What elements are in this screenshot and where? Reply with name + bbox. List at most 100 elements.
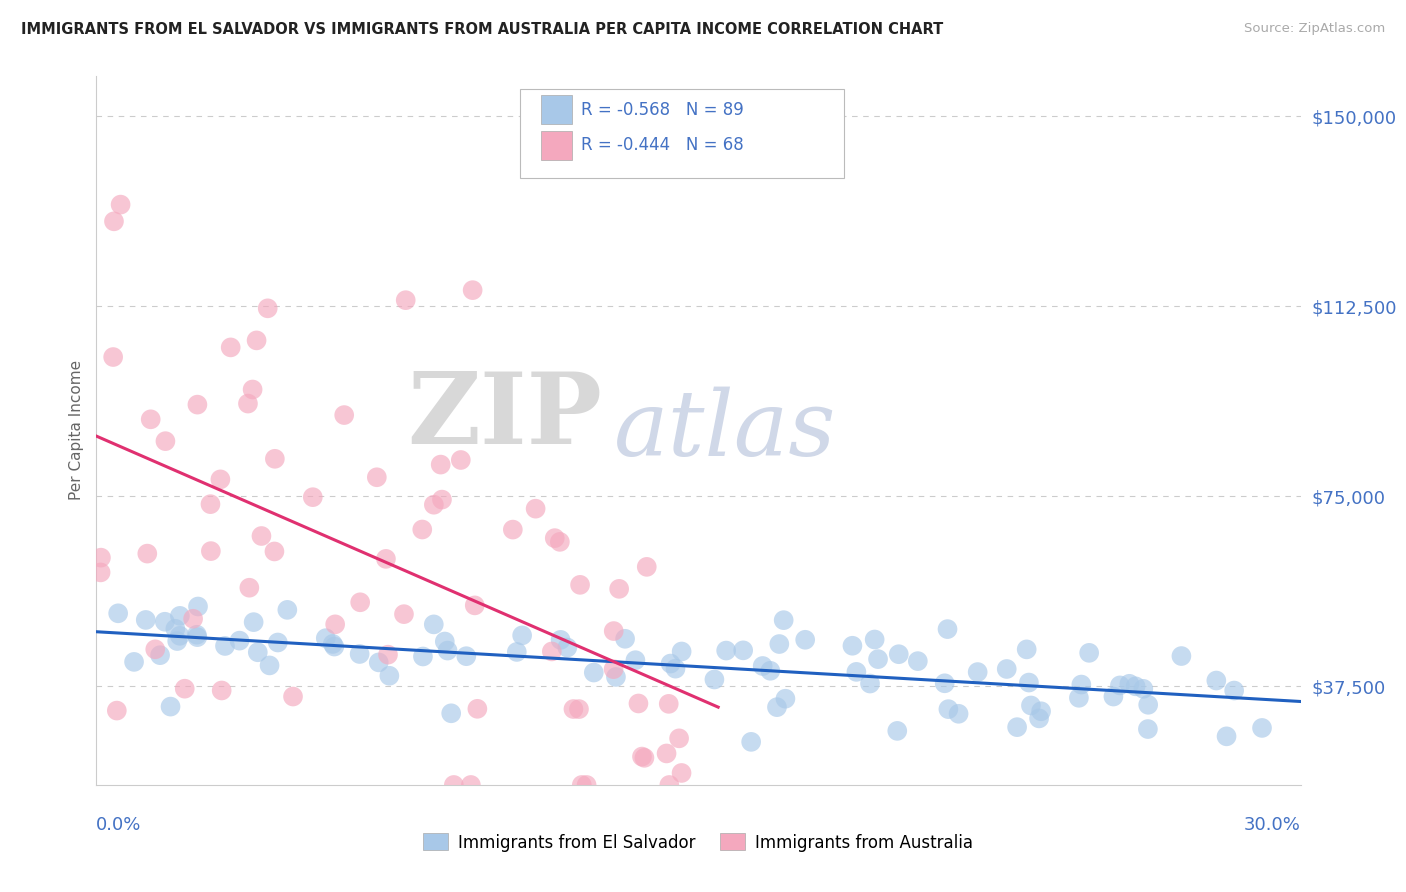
Point [103, 214, 125, 228]
Point [1015, 642, 1038, 657]
Point [107, 607, 129, 621]
Text: IMMIGRANTS FROM EL SALVADOR VS IMMIGRANTS FROM AUSTRALIA PER CAPITA INCOME CORRE: IMMIGRANTS FROM EL SALVADOR VS IMMIGRANT… [21, 22, 943, 37]
Point [349, 595, 371, 609]
Point [603, 624, 626, 638]
Point [153, 615, 176, 629]
Point [938, 702, 960, 716]
Point [934, 676, 956, 690]
Point [423, 498, 446, 512]
Point [110, 197, 132, 211]
Point [1125, 679, 1147, 693]
Point [703, 673, 725, 687]
Point [366, 470, 388, 484]
Point [186, 398, 208, 412]
Point [907, 654, 929, 668]
Point [506, 645, 529, 659]
Point [766, 700, 789, 714]
Point [211, 683, 233, 698]
Point [659, 657, 682, 671]
Point [200, 497, 222, 511]
Point [165, 622, 187, 636]
Point [315, 631, 337, 645]
Legend: Immigrants from El Salvador, Immigrants from Australia: Immigrants from El Salvador, Immigrants … [416, 827, 980, 858]
Point [259, 658, 281, 673]
Point [323, 617, 346, 632]
Point [655, 747, 678, 761]
Point [1019, 698, 1042, 713]
Point [242, 615, 264, 629]
Point [966, 665, 988, 679]
Point [267, 635, 290, 649]
Point [714, 643, 737, 657]
Point [794, 632, 817, 647]
Point [135, 613, 157, 627]
Text: R = -0.568   N = 89: R = -0.568 N = 89 [581, 101, 744, 119]
Point [1137, 698, 1160, 712]
Point [1118, 677, 1140, 691]
Text: R = -0.444   N = 68: R = -0.444 N = 68 [581, 136, 744, 154]
Point [1136, 722, 1159, 736]
Point [214, 639, 236, 653]
Point [378, 669, 401, 683]
Point [510, 628, 533, 642]
Y-axis label: Per Capita Income: Per Capita Income [69, 360, 84, 500]
Point [1170, 648, 1192, 663]
Point [1005, 720, 1028, 734]
Point [582, 665, 605, 680]
Text: 30.0%: 30.0% [1244, 816, 1301, 834]
Point [187, 599, 209, 614]
Point [624, 653, 647, 667]
Point [575, 778, 598, 792]
Point [740, 735, 762, 749]
Point [571, 778, 593, 792]
Point [1029, 704, 1052, 718]
Point [411, 523, 433, 537]
Point [775, 691, 797, 706]
Point [412, 649, 434, 664]
Point [464, 599, 486, 613]
Point [614, 632, 637, 646]
Point [219, 340, 242, 354]
Point [322, 637, 344, 651]
Point [392, 607, 415, 622]
Point [568, 702, 591, 716]
Point [631, 749, 654, 764]
Text: 0.0%: 0.0% [96, 816, 141, 834]
Point [887, 647, 910, 661]
Point [461, 283, 484, 297]
Point [149, 648, 172, 663]
Point [256, 301, 278, 316]
Point [186, 628, 208, 642]
Point [263, 544, 285, 558]
Point [139, 412, 162, 426]
Point [245, 334, 267, 348]
Point [433, 634, 456, 648]
Point [886, 723, 908, 738]
Point [169, 608, 191, 623]
Point [948, 706, 970, 721]
Point [768, 637, 790, 651]
Point [236, 396, 259, 410]
Point [636, 559, 658, 574]
Point [863, 632, 886, 647]
Point [456, 649, 478, 664]
Point [866, 652, 889, 666]
Point [367, 656, 389, 670]
Point [658, 697, 681, 711]
Point [1132, 681, 1154, 696]
Point [136, 547, 159, 561]
Point [250, 529, 273, 543]
Point [1109, 678, 1132, 692]
Point [658, 778, 681, 792]
Point [122, 655, 145, 669]
Point [859, 676, 882, 690]
Point [1223, 683, 1246, 698]
Point [936, 622, 959, 636]
Point [143, 642, 166, 657]
Point [281, 690, 304, 704]
Point [443, 778, 465, 792]
Point [323, 640, 346, 654]
Point [548, 534, 571, 549]
Point [395, 293, 418, 308]
Point [238, 581, 260, 595]
